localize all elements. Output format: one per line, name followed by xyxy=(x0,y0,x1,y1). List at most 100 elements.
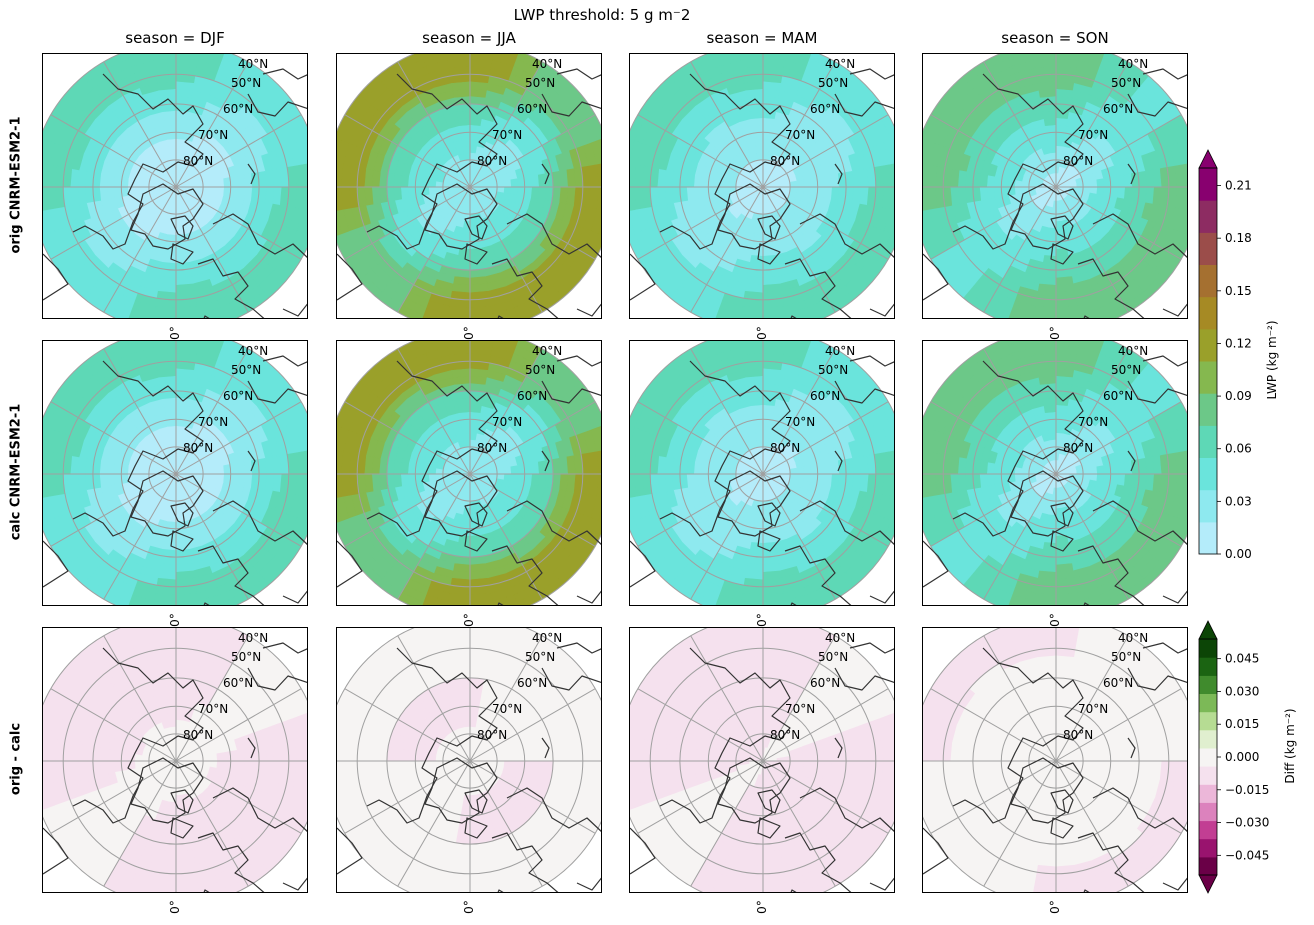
grid-cell xyxy=(749,110,764,120)
latitude-label: 50°N xyxy=(231,76,261,90)
grid-cell xyxy=(400,473,410,487)
coastline xyxy=(170,243,194,265)
grid-cell xyxy=(1055,220,1064,229)
coastline xyxy=(497,602,504,605)
latitude-label: 50°N xyxy=(525,363,555,377)
grid-cell xyxy=(106,174,116,188)
coastline xyxy=(1127,163,1136,185)
column-title-djf: season = DJF xyxy=(125,29,225,47)
column-title-son: season = SON xyxy=(1001,29,1109,47)
grid-cell xyxy=(693,174,703,188)
grid-cell xyxy=(393,186,403,201)
meridian-line xyxy=(930,114,1057,188)
polar-map: 40°N50°N60°N70°N80°N xyxy=(43,341,307,605)
grid-cell xyxy=(503,179,512,188)
grid-cell xyxy=(166,233,177,243)
grid-cell xyxy=(823,473,833,487)
grid-cell xyxy=(163,404,177,414)
grid-cell xyxy=(414,464,424,475)
coastline xyxy=(790,315,797,318)
meridian-line xyxy=(50,401,177,475)
grid-cell xyxy=(175,418,186,428)
grid-cell xyxy=(469,206,476,215)
grid-cell xyxy=(721,186,730,195)
meridian-line xyxy=(175,186,302,260)
grid-cell xyxy=(830,186,840,201)
grid-cell xyxy=(762,397,777,407)
grid-cell xyxy=(175,397,190,407)
coastline xyxy=(541,450,550,472)
grid-cell xyxy=(460,520,471,530)
coastline xyxy=(203,315,210,318)
column-title-mam: season = MAM xyxy=(706,29,818,47)
grid-cell xyxy=(461,425,471,435)
coastline xyxy=(541,380,601,404)
coastline xyxy=(491,545,559,605)
coastline xyxy=(717,183,791,250)
meridian-line xyxy=(469,61,543,188)
lwp-field xyxy=(43,341,307,605)
grid-cell xyxy=(162,254,177,264)
coastline xyxy=(282,590,307,604)
grid-cell xyxy=(503,466,512,475)
grid-cell xyxy=(99,460,109,475)
grid-cell xyxy=(120,473,130,484)
grid-cell xyxy=(222,186,232,197)
meridian-line xyxy=(983,61,1057,188)
grid-cell xyxy=(1043,117,1057,127)
grid-cell xyxy=(749,541,764,551)
grid-cell xyxy=(530,174,540,188)
meridian-line xyxy=(1055,114,1182,188)
latitude-label: 60°N xyxy=(810,102,840,116)
grid-cell xyxy=(686,173,696,188)
grid-cell xyxy=(209,179,218,188)
grid-cell xyxy=(809,177,819,188)
grid-cell xyxy=(456,254,471,264)
meridian-line xyxy=(762,186,836,313)
grid-cell xyxy=(414,177,424,188)
grid-cell xyxy=(809,186,819,197)
coastline xyxy=(556,355,601,367)
polar-map: 40°N50°N60°N70°N80°N xyxy=(43,54,307,318)
grid-cell xyxy=(400,174,410,188)
coastline xyxy=(757,215,781,240)
grid-cell xyxy=(1055,206,1062,215)
polar-map: 40°N50°N60°N70°N80°N xyxy=(630,341,894,605)
grid-cell xyxy=(162,541,177,551)
grid-cell xyxy=(428,186,437,195)
grid-cell xyxy=(167,425,177,435)
grid-cell xyxy=(537,173,547,188)
coastline xyxy=(576,303,601,317)
latitude-label: 80°N xyxy=(183,154,213,168)
grid-cell xyxy=(236,186,246,200)
coastline xyxy=(630,253,656,301)
grid-cell xyxy=(516,177,526,188)
grid-cell xyxy=(1047,138,1057,148)
coastline xyxy=(757,243,781,265)
grid-cell xyxy=(236,461,246,475)
grid-cell xyxy=(99,473,109,488)
grid-cell xyxy=(428,473,437,482)
grid-cell xyxy=(1042,110,1057,120)
grid-cell xyxy=(1046,131,1057,141)
grid-cell xyxy=(215,465,225,475)
grid-cell xyxy=(537,186,547,201)
grid-cell xyxy=(693,461,703,475)
grid-cell xyxy=(537,473,547,488)
grid-cell xyxy=(463,439,471,448)
coastline xyxy=(464,502,488,527)
meridian-line xyxy=(50,186,177,260)
grid-cell xyxy=(175,507,184,516)
grid-cell xyxy=(175,131,186,141)
grid-cell xyxy=(469,418,480,428)
coastline xyxy=(43,540,69,588)
grid-cell xyxy=(175,220,184,229)
grid-cell xyxy=(509,178,519,188)
meridian-line xyxy=(637,114,764,188)
grid-cell xyxy=(393,460,403,475)
meridian-line xyxy=(469,186,596,260)
meridian-line xyxy=(175,473,302,547)
coastline xyxy=(834,93,894,117)
grid-cell xyxy=(1014,186,1023,195)
latitude-label: 80°N xyxy=(477,441,507,455)
